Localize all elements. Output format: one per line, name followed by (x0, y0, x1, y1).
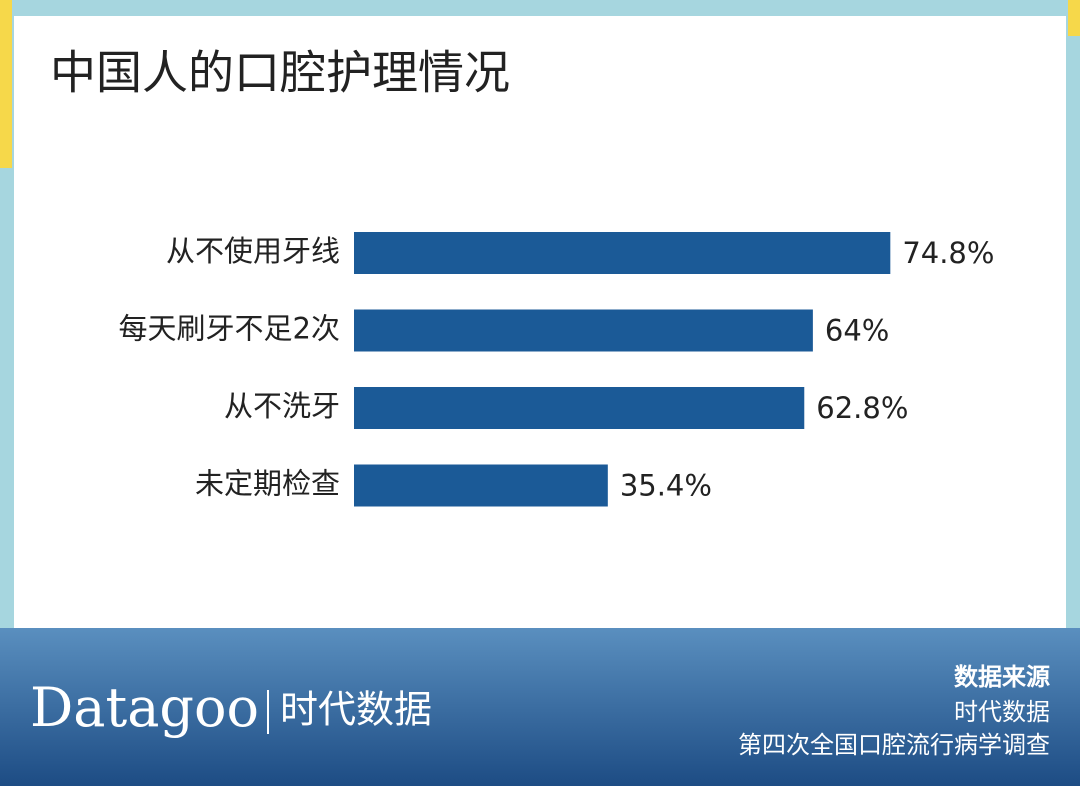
brand: Datagoo (30, 676, 259, 739)
bar (354, 387, 805, 429)
category-label: 从不洗牙 (224, 389, 340, 423)
footer-band (0, 628, 1080, 786)
value-label: 64% (825, 314, 889, 348)
source-line: 第四次全国口腔流行病学调查 (738, 731, 1050, 759)
value-label: 62.8% (816, 391, 908, 425)
chart-title: 中国人的口腔护理情况 (50, 46, 510, 100)
category-label: 从不使用牙线 (166, 234, 340, 268)
bar (354, 309, 813, 352)
bar (354, 232, 891, 274)
source-line: 时代数据 (954, 698, 1050, 726)
brand-cn: 时代数据 (280, 688, 432, 732)
category-label: 每天刷牙不足2次 (119, 312, 340, 346)
bar (354, 464, 608, 507)
value-label: 74.8% (902, 236, 994, 270)
value-label: 35.4% (620, 469, 712, 503)
accent-left (0, 0, 12, 168)
source-title: 数据来源 (954, 663, 1050, 691)
category-label: 未定期检查 (195, 467, 340, 501)
accent-right (1068, 0, 1080, 36)
